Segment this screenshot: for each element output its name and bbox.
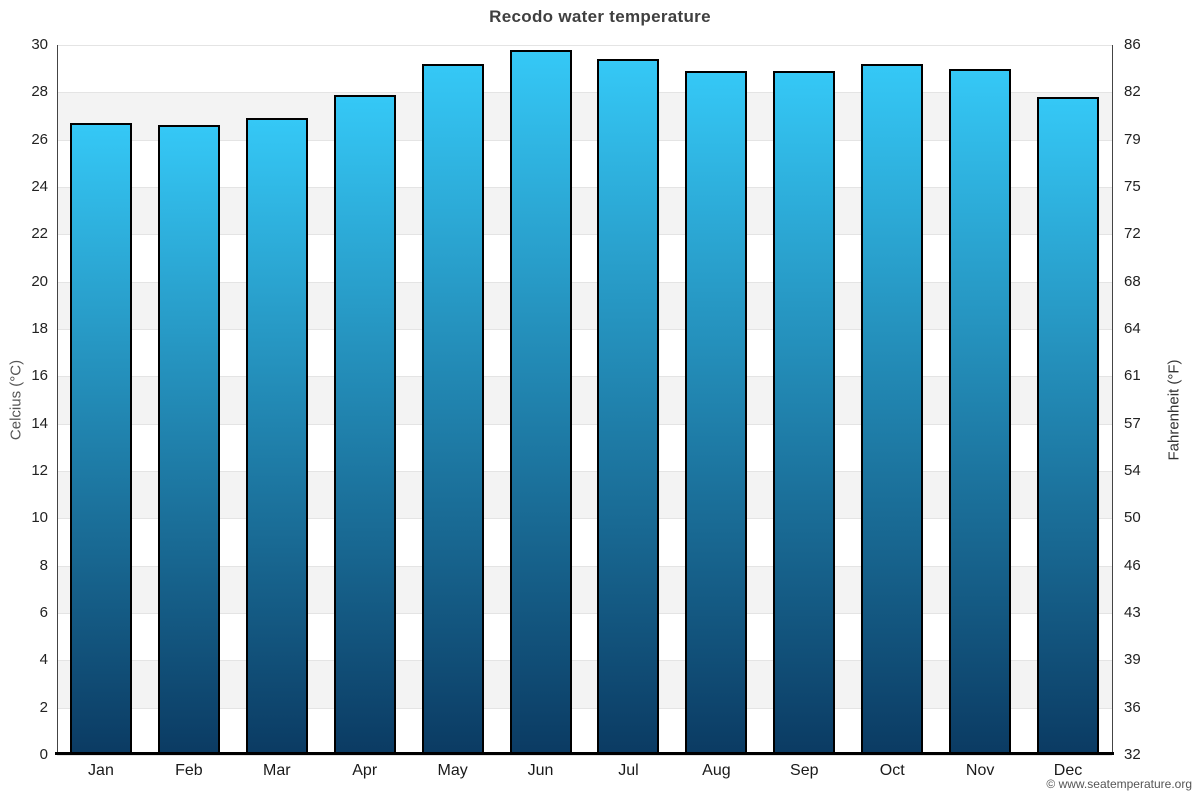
- y-tick-celsius-30: 30: [31, 36, 48, 53]
- plot-band: [57, 613, 1112, 661]
- plot-area: [57, 45, 1112, 756]
- y-tick-celsius-28: 28: [31, 83, 48, 101]
- bar-may[interactable]: [421, 63, 484, 755]
- plot-band: [57, 187, 1112, 235]
- plot-band: [57, 329, 1112, 377]
- plot-band: [57, 660, 1112, 708]
- gridline: [57, 755, 1112, 756]
- y-tick-fahrenheit-75: 75: [1124, 178, 1141, 195]
- gridline: [57, 187, 1112, 188]
- gridline: [57, 565, 1112, 567]
- y-tick-fahrenheit-64: 64: [1124, 320, 1141, 337]
- right-axis-line: [1112, 45, 1113, 755]
- plot-band: [57, 565, 1112, 613]
- gridline: [57, 423, 1112, 425]
- bar-jun[interactable]: [509, 49, 572, 755]
- bar-apr[interactable]: [333, 94, 396, 755]
- y-tick-celsius-10: 10: [31, 509, 48, 527]
- y-tick-fahrenheit-32: 32: [1124, 746, 1141, 763]
- y-tick-fahrenheit-39: 39: [1124, 651, 1141, 669]
- y-tick-celsius-24: 24: [31, 178, 48, 195]
- bar-sep[interactable]: [773, 71, 836, 755]
- y-tick-fahrenheit-57: 57: [1124, 414, 1141, 432]
- celsius-axis-title: Celcius (°C): [7, 359, 25, 441]
- bar-jul[interactable]: [597, 59, 660, 755]
- y-tick-celsius-2: 2: [39, 698, 48, 716]
- bar-dec[interactable]: [1037, 97, 1100, 755]
- plot-band: [57, 281, 1112, 329]
- gridline: [57, 376, 1112, 378]
- x-axis-label-jun: Jun: [527, 762, 554, 779]
- x-axis-label-aug: Aug: [702, 762, 731, 779]
- bar-oct[interactable]: [861, 63, 924, 755]
- bar-aug[interactable]: [685, 71, 748, 755]
- y-tick-celsius-6: 6: [39, 604, 48, 621]
- plot-band: [57, 139, 1112, 187]
- fahrenheit-axis-title: Fahrenheit (°F): [1165, 359, 1183, 461]
- plot-band: [57, 471, 1112, 519]
- celsius-axis-ticks: 0 2 4 6 8 10 12 14 16 18 20 22 24 26 28 30: [0, 0, 48, 800]
- plot-band: [57, 376, 1112, 424]
- gridline: [57, 613, 1112, 614]
- x-axis-label-jul: Jul: [618, 762, 639, 779]
- copyright-text: © www.seatemperature.org: [1046, 777, 1192, 791]
- plot-band: [57, 45, 1112, 93]
- x-axis-label-may: May: [437, 762, 468, 779]
- x-axis-label-apr: Apr: [352, 762, 378, 779]
- bar-feb[interactable]: [157, 125, 220, 755]
- y-tick-fahrenheit-43: 43: [1124, 604, 1141, 621]
- y-tick-celsius-14: 14: [31, 414, 48, 432]
- gridline: [57, 329, 1112, 330]
- gridline: [57, 660, 1112, 662]
- y-tick-fahrenheit-36: 36: [1124, 698, 1141, 716]
- y-tick-celsius-18: 18: [31, 320, 48, 337]
- gridline: [57, 234, 1112, 236]
- plot-band: [57, 518, 1112, 566]
- y-tick-celsius-26: 26: [31, 130, 48, 148]
- x-axis-label-mar: Mar: [263, 762, 291, 779]
- y-tick-fahrenheit-82: 82: [1124, 83, 1141, 101]
- x-axis-label-sep: Sep: [790, 762, 819, 779]
- y-tick-fahrenheit-72: 72: [1124, 225, 1141, 243]
- bar-jan[interactable]: [69, 123, 132, 755]
- gridline: [57, 45, 1112, 46]
- plot-band: [57, 92, 1112, 140]
- x-axis-label-feb: Feb: [175, 762, 203, 779]
- gridline: [57, 139, 1112, 141]
- y-tick-fahrenheit-46: 46: [1124, 556, 1141, 574]
- bar-nov[interactable]: [949, 68, 1012, 755]
- y-tick-fahrenheit-54: 54: [1124, 462, 1141, 479]
- y-tick-fahrenheit-68: 68: [1124, 272, 1141, 290]
- y-tick-celsius-20: 20: [31, 272, 48, 290]
- x-axis-label-nov: Nov: [965, 762, 995, 779]
- y-tick-fahrenheit-50: 50: [1124, 509, 1141, 527]
- gridline: [57, 471, 1112, 472]
- x-axis-label-oct: Oct: [879, 762, 905, 779]
- y-tick-celsius-8: 8: [39, 556, 48, 574]
- plot-band: [57, 423, 1112, 471]
- y-tick-celsius-12: 12: [31, 462, 48, 479]
- x-axis-line: [55, 752, 1114, 755]
- gridline: [57, 707, 1112, 709]
- y-tick-celsius-22: 22: [31, 225, 48, 243]
- x-axis-label-jan: Jan: [88, 762, 114, 779]
- y-tick-celsius-0: 0: [39, 746, 48, 763]
- bar-mar[interactable]: [245, 118, 308, 755]
- gridline: [57, 281, 1112, 283]
- fahrenheit-axis-ticks: 32 36 39 43 46 50 54 57 61 64 68 72 75 79 82 86: [1124, 0, 1194, 800]
- x-axis-label-dec: Dec: [1053, 762, 1083, 779]
- y-tick-celsius-16: 16: [31, 367, 48, 385]
- left-axis-line: [57, 45, 58, 755]
- gridline: [57, 92, 1112, 94]
- chart-title: Recodo water temperature: [489, 7, 711, 26]
- gridline: [57, 518, 1112, 520]
- y-tick-fahrenheit-86: 86: [1124, 36, 1141, 53]
- y-tick-celsius-4: 4: [39, 651, 48, 669]
- plot-band: [57, 234, 1112, 282]
- y-tick-fahrenheit-79: 79: [1124, 130, 1141, 148]
- plot-band: [57, 707, 1112, 755]
- y-tick-fahrenheit-61: 61: [1124, 367, 1141, 385]
